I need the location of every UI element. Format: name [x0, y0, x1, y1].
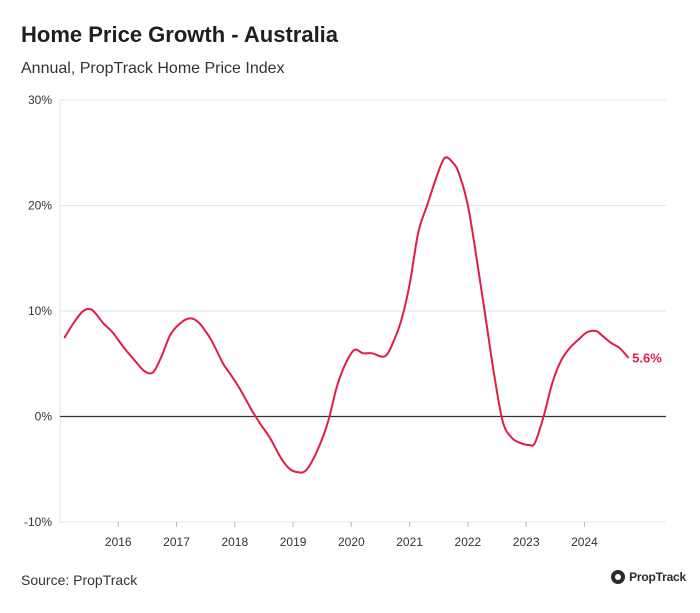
x-tick-label: 2018 [221, 535, 248, 549]
x-tick-label: 2021 [396, 535, 423, 549]
line-chart: -10% 0% 10% 20% 30% 2016 2017 2018 2019 2020 2021 2… [24, 93, 666, 549]
y-tick-label: 0% [35, 410, 53, 424]
axis-layer: -10% 0% 10% 20% 30% 2016 2017 2018 2019 2020 2021 2… [24, 93, 598, 549]
x-tick-label: 2019 [280, 535, 307, 549]
y-tick-label: 20% [28, 199, 52, 213]
proptrack-logo-text: PropTrack [629, 570, 686, 584]
chart-title: Home Price Growth - Australia [21, 22, 339, 47]
x-tick-label: 2020 [338, 535, 365, 549]
chart-subtitle: Annual, PropTrack Home Price Index [21, 60, 285, 77]
y-tick-label: 10% [28, 304, 52, 318]
y-tick-label: -10% [24, 515, 52, 529]
end-value-label: 5.6% [632, 350, 662, 365]
series-layer: 5.6% [63, 156, 662, 474]
x-tick-label: 2016 [105, 535, 132, 549]
growth-series-line [63, 156, 630, 474]
x-tick-label: 2024 [571, 535, 598, 549]
y-tick-label: 30% [28, 93, 52, 107]
proptrack-logo-icon [611, 570, 626, 584]
grid-layer [59, 99, 666, 523]
x-tick-label: 2023 [513, 535, 540, 549]
source-note: Source: PropTrack [21, 572, 138, 588]
x-tick-label: 2017 [163, 535, 190, 549]
proptrack-logo: PropTrack [611, 570, 686, 584]
x-tick-label: 2022 [455, 535, 482, 549]
